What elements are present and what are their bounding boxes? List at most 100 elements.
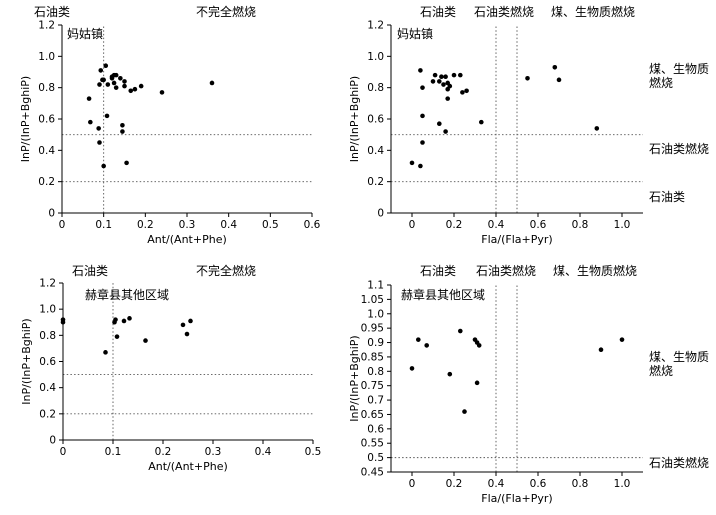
x-tick-label: 0.8 [572,219,589,231]
data-point [111,80,117,86]
data-point [159,90,165,95]
data-point [462,409,467,414]
scatter-panel-4: 0 0.2 0.4 0.6 0.8 1.0 0.45 0.5 0.55 0.6 0.65 0.7 0.7… [348,263,709,505]
data-point [101,163,106,169]
data-point [103,63,109,69]
y-tick-label: 0 [48,208,55,220]
data-point [209,80,215,86]
y-tick-label: 0.8 [367,82,384,94]
data-point [114,334,120,339]
y-tick-label: 0.45 [361,467,384,479]
data-point [96,126,101,131]
region-annotation: 不完全燃烧 [196,4,256,19]
panel-subtitle: 妈姑镇 [397,27,433,41]
region-annotation: 石油类燃烧 [649,141,709,156]
data-point [416,337,421,342]
data-point [97,140,102,145]
y-tick-label: 0 [377,208,384,220]
data-point [98,68,104,73]
x-tick-label: 0.4 [255,446,272,458]
x-tick-label: 0 [409,219,416,231]
y-tick-label: 0.85 [361,351,384,363]
data-point [104,113,110,119]
data-point [88,119,93,125]
data-point [121,318,127,324]
data-point [619,337,625,342]
y-tick-label: 0.6 [38,114,55,126]
data-point [441,82,446,87]
data-point [113,72,119,78]
data-point [418,68,423,73]
y-tick-label: 1.2 [38,20,55,32]
y-tick-label: 0.4 [39,382,56,394]
data-point [474,380,480,386]
y-tick-label: 0.6 [39,356,56,368]
y-tick-label: 0.2 [39,408,56,420]
region-annotation: 石油类燃烧 [649,455,709,470]
data-point [525,75,530,81]
y-tick-label: 0.8 [39,330,56,342]
data-point [184,331,190,337]
data-point [447,371,453,377]
x-tick-label: 0.2 [446,478,463,490]
region-annotation: 石油类 [34,5,70,19]
data-point [113,317,118,322]
data-point [143,338,148,343]
region-annotation: 煤、生物质 [649,62,709,76]
x-tick-label: 0.3 [179,219,196,231]
x-tick-label: 0.2 [137,219,154,231]
y-tick-label: 0.4 [38,145,55,157]
x-axis-label: Fla/(Fla+Pyr) [481,233,552,246]
data-point [113,85,119,90]
data-point [132,86,138,92]
data-point [437,79,442,84]
data-point [556,77,562,83]
region-annotation: 煤、生物质 [649,350,709,364]
data-point [120,122,125,128]
panel-subtitle: 赫章县其他区域 [85,287,169,302]
region-annotation: 煤、生物质燃烧 [553,263,637,278]
y-tick-label: 0 [49,435,56,447]
y-tick-label: 0.95 [361,323,384,335]
data-point [101,77,106,83]
data-point [127,316,132,321]
x-tick-label: 0.6 [530,478,547,490]
region-annotation: 石油类 [649,190,685,204]
x-tick-label: 0 [60,446,67,458]
y-tick-label: 0.9 [367,337,384,349]
data-point [138,83,144,89]
y-tick-label: 0.65 [361,409,384,421]
data-point [447,83,453,89]
data-point [60,319,66,325]
y-tick-label: 1.1 [367,280,384,292]
y-axis-label: InP/(InP+BghiP) [19,76,32,162]
x-tick-label: 0.6 [530,219,547,231]
data-point [420,140,425,145]
y-tick-label: 1.0 [38,51,55,63]
data-point [120,129,125,134]
data-point [420,85,425,90]
x-tick-label: 1.0 [614,219,631,231]
y-axis-label: InP/(InP+BghiP) [348,76,361,162]
y-axis-label: InP/(InP+BghiP) [20,318,33,404]
x-tick-label: 0.4 [220,219,237,231]
x-tick-label: 0.1 [105,446,122,458]
data-point [124,160,129,166]
x-tick-label: 0 [409,478,416,490]
panel-subtitle: 赫章县其他区域 [401,287,485,302]
data-point [409,366,415,371]
data-point [97,82,102,87]
scatter-panel-2: 0 0.2 0.4 0.6 0.8 1.0 0 0.2 0.4 0.6 0.8 1.0 1.2 Fla/(… [348,4,709,246]
y-tick-label: 0.4 [367,145,384,157]
scatter-panel-3: 0 0.1 0.2 0.3 0.4 0.5 0 0.2 0.4 0.6 0.8 1.0 1.2 Ant/(… [20,263,321,473]
x-tick-label: 0.4 [488,478,505,490]
y-tick-label: 1.0 [367,51,384,63]
region-annotation: 石油类 [72,264,108,278]
data-point [451,72,457,78]
data-point [430,79,436,84]
x-tick-label: 0.3 [205,446,222,458]
x-axis-label: Ant/(Ant+Phe) [147,233,227,246]
y-tick-label: 1.0 [39,304,56,316]
data-point [445,96,451,101]
